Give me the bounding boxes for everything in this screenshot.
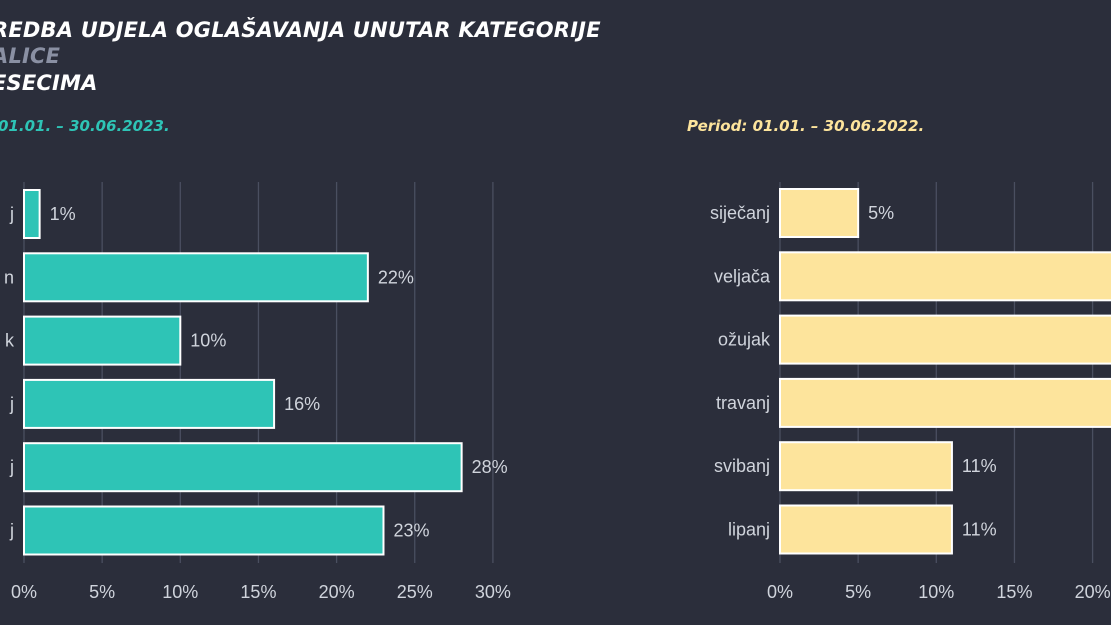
chart-2023-data-label: 23% <box>393 521 429 541</box>
chart-2022-bar <box>779 377 1111 428</box>
chart-2023-x-tick-label: 30% <box>475 582 511 602</box>
chart-2023-data-label: 1% <box>50 204 76 224</box>
chart-2022-x-tick-label: 20% <box>1075 582 1111 602</box>
chart-2023-x-tick-label: 20% <box>319 582 355 602</box>
chart-2023-data-label: 16% <box>284 394 320 414</box>
chart-2023-data-label: 22% <box>378 267 414 287</box>
chart-2022-data-label: 5% <box>868 203 894 223</box>
chart-2023-bar <box>23 252 369 303</box>
chart-2022-bar <box>779 504 953 555</box>
chart-2023-category-label: j <box>9 457 14 477</box>
chart-2022-bar <box>779 314 1111 365</box>
chart-2023-bar <box>23 378 276 429</box>
chart-2022-x-tick-label: 10% <box>918 582 954 602</box>
chart-2023-category-label: j <box>9 204 14 224</box>
chart-2023-category-label: k <box>5 331 15 351</box>
chart-2022-category-label: ožujak <box>718 330 771 350</box>
chart-2023-category-label: n <box>4 267 14 287</box>
title-line-3: ESECIMA <box>0 71 98 95</box>
title-line-2: ALICE <box>0 44 61 68</box>
chart-2023-category-label: j <box>9 521 14 541</box>
title-line-1: REDBA UDJELA OGLAŠAVANJA UNUTAR KATEGORI… <box>0 18 601 42</box>
chart-2023-bar <box>23 442 463 493</box>
chart-2022-x-tick-label: 0% <box>767 582 793 602</box>
chart-2023-category-label: j <box>9 394 14 414</box>
chart-2022-category-label: siječanj <box>710 203 770 223</box>
chart-2023-x-tick-label: 15% <box>240 582 276 602</box>
chart-2023-x-tick-label: 10% <box>162 582 198 602</box>
chart-2022-bar <box>779 441 953 492</box>
chart-2023-x-tick-label: 0% <box>11 582 37 602</box>
chart-2022-bar <box>779 251 1111 302</box>
chart-2022-category-label: travanj <box>716 393 770 413</box>
period-label-2022: Period: 01.01. – 30.06.2022. <box>687 117 925 135</box>
chart-2022-category-label: veljača <box>714 266 771 286</box>
chart-2022-bar <box>779 188 860 238</box>
chart-2023-x-tick-label: 5% <box>89 582 115 602</box>
chart-2023-bar <box>23 505 385 556</box>
chart-2023-bar <box>23 189 41 239</box>
chart-2022-x-tick-label: 15% <box>996 582 1032 602</box>
chart-2022-data-label: 11% <box>962 456 997 476</box>
chart-2023-data-label: 10% <box>190 331 226 351</box>
chart-2022-category-label: lipanj <box>728 520 770 540</box>
chart-2022-category-label: svibanj <box>714 456 770 476</box>
chart-2023-x-tick-label: 25% <box>397 582 433 602</box>
chart-2022-data-label: 11% <box>962 520 997 540</box>
chart-2022-x-tick-label: 5% <box>845 582 871 602</box>
chart-2023-bar <box>23 315 182 366</box>
period-label-2023: 01.01. – 30.06.2023. <box>0 117 170 135</box>
chart-2023-data-label: 28% <box>472 457 508 477</box>
